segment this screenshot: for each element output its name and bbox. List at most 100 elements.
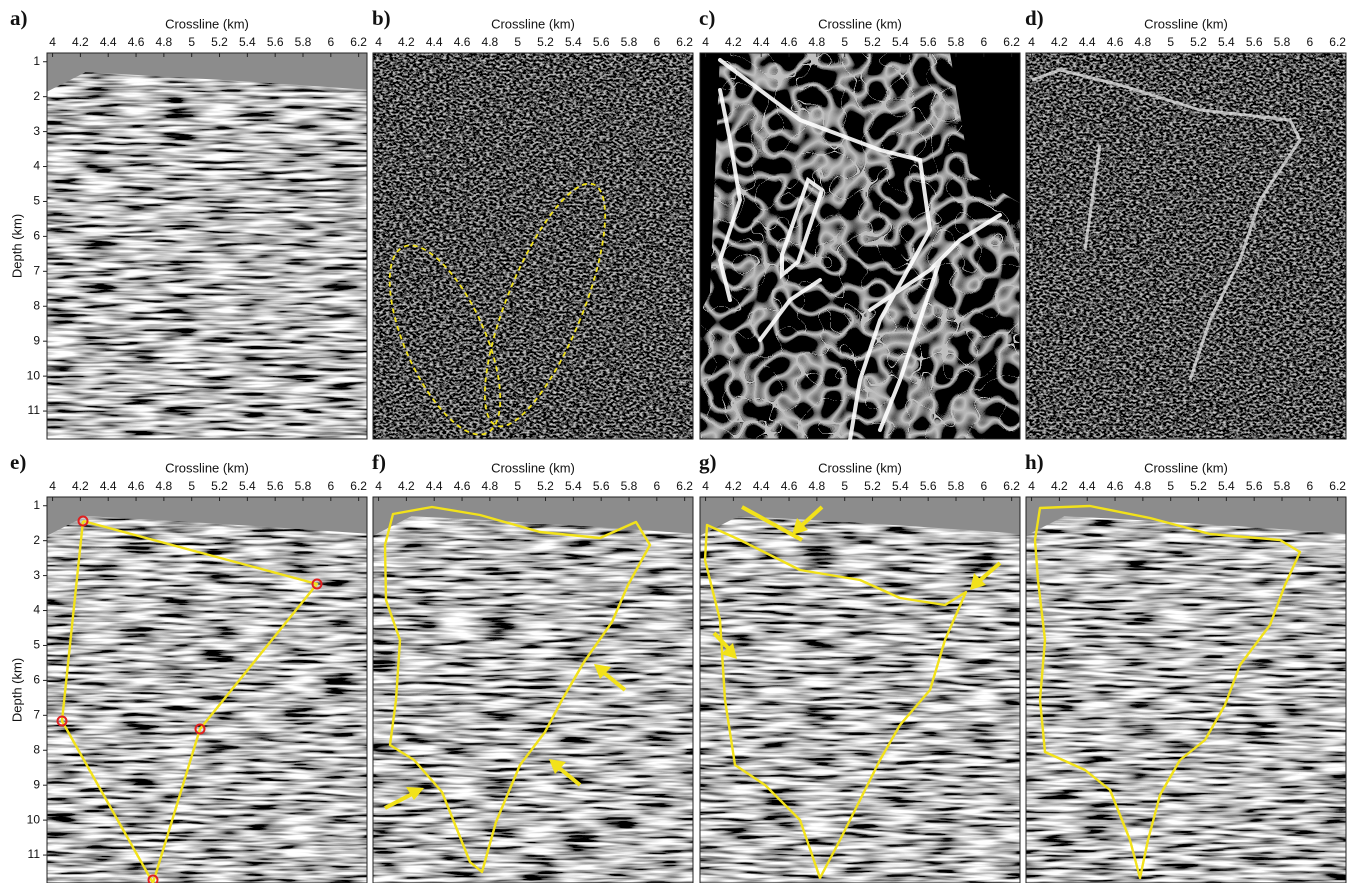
x-tick-label: 4.2 — [1051, 479, 1068, 493]
x-tick-label: 6.2 — [1003, 35, 1020, 49]
x-tick-label: 5.2 — [1190, 479, 1207, 493]
x-tick-label: 6 — [653, 479, 660, 493]
x-tick-label: 4.8 — [156, 35, 173, 49]
x-tick-label: 5 — [514, 479, 521, 493]
x-tick-label: 5.6 — [1246, 35, 1263, 49]
x-tick-label: 5.4 — [239, 35, 256, 49]
panel-label: b) — [372, 6, 391, 30]
x-tick-label: 4.8 — [1135, 479, 1152, 493]
x-tick-label: 4.4 — [100, 35, 117, 49]
x-tick-label: 5 — [1167, 35, 1174, 49]
x-tick-label: 5 — [841, 479, 848, 493]
x-tick-label: 5.2 — [211, 35, 228, 49]
y-tick-label: 1 — [33, 498, 40, 512]
x-tick-label: 6.2 — [1329, 35, 1346, 49]
x-tick-label: 4.8 — [156, 479, 173, 493]
x-tick-label: 5.8 — [948, 479, 965, 493]
panel — [47, 53, 367, 439]
y-tick-label: 11 — [28, 403, 41, 417]
y-tick-label: 9 — [33, 333, 40, 347]
x-tick-label: 5.8 — [948, 35, 965, 49]
x-tick-label: 5.6 — [593, 479, 610, 493]
x-tick-label: 4 — [1028, 479, 1035, 493]
x-tick-label: 5.4 — [239, 479, 256, 493]
panel-label: g) — [699, 450, 717, 474]
x-tick-label: 5 — [841, 35, 848, 49]
x-tick-label: 6 — [653, 35, 660, 49]
x-axis-title: Crossline (km) — [165, 460, 249, 475]
x-tick-label: 4.8 — [1135, 35, 1152, 49]
panel — [700, 497, 1020, 883]
x-tick-label: 5.4 — [1218, 35, 1235, 49]
y-tick-label: 6 — [33, 673, 40, 687]
x-axis-title: Crossline (km) — [1144, 16, 1228, 31]
y-tick-label: 9 — [33, 777, 40, 791]
x-axis-title: Crossline (km) — [165, 16, 249, 31]
x-tick-label: 4.6 — [781, 35, 798, 49]
x-tick-label: 4.6 — [1107, 479, 1124, 493]
x-tick-label: 4.6 — [454, 479, 471, 493]
x-tick-label: 6.2 — [676, 35, 693, 49]
x-tick-label: 4.2 — [72, 35, 89, 49]
x-tick-label: 5.8 — [621, 35, 638, 49]
x-tick-label: 4.4 — [426, 35, 443, 49]
x-tick-label: 4 — [702, 35, 709, 49]
x-axis-title: Crossline (km) — [818, 460, 902, 475]
x-tick-label: 5.4 — [565, 479, 582, 493]
x-tick-label: 6.2 — [350, 479, 367, 493]
x-tick-label: 5.2 — [864, 479, 881, 493]
panel-label: a) — [10, 6, 28, 30]
x-tick-label: 4.4 — [1079, 35, 1096, 49]
x-tick-label: 5.6 — [920, 479, 937, 493]
x-tick-label: 5.6 — [267, 479, 284, 493]
x-tick-label: 5.8 — [295, 35, 312, 49]
x-tick-label: 6 — [980, 479, 987, 493]
y-tick-label: 4 — [33, 159, 40, 173]
y-tick-label: 5 — [33, 194, 40, 208]
x-tick-label: 6 — [1306, 479, 1313, 493]
x-tick-label: 4.6 — [1107, 35, 1124, 49]
x-tick-label: 5.4 — [892, 479, 909, 493]
x-tick-label: 4 — [1028, 35, 1035, 49]
x-tick-label: 5.8 — [1274, 479, 1291, 493]
x-tick-label: 4.2 — [398, 35, 415, 49]
x-tick-label: 4.2 — [1051, 35, 1068, 49]
y-axis-title: Depth (km) — [9, 214, 24, 278]
x-tick-label: 5.2 — [864, 35, 881, 49]
x-tick-label: 6.2 — [676, 479, 693, 493]
x-tick-label: 4 — [49, 479, 56, 493]
y-tick-label: 7 — [33, 707, 40, 721]
y-tick-label: 3 — [33, 124, 40, 138]
x-tick-label: 5.2 — [1190, 35, 1207, 49]
panel-label: d) — [1025, 6, 1044, 30]
x-tick-label: 5.8 — [1274, 35, 1291, 49]
seismic-image — [1026, 53, 1346, 439]
y-tick-label: 10 — [27, 368, 41, 382]
x-tick-label: 4.4 — [1079, 479, 1096, 493]
x-tick-label: 4.6 — [128, 35, 145, 49]
x-tick-label: 5.6 — [1246, 479, 1263, 493]
x-tick-label: 4 — [375, 479, 382, 493]
x-axis-title: Crossline (km) — [1144, 460, 1228, 475]
x-tick-label: 6 — [327, 35, 334, 49]
panel-label: h) — [1025, 450, 1044, 474]
x-tick-label: 5 — [188, 35, 195, 49]
x-axis-title: Crossline (km) — [818, 16, 902, 31]
x-tick-label: 4.8 — [809, 35, 826, 49]
x-tick-label: 4.2 — [72, 479, 89, 493]
x-tick-label: 5.8 — [621, 479, 638, 493]
x-tick-label: 5 — [188, 479, 195, 493]
y-tick-label: 7 — [33, 263, 40, 277]
panel-label: e) — [10, 450, 26, 474]
x-tick-label: 4 — [702, 479, 709, 493]
x-tick-label: 4.4 — [753, 479, 770, 493]
x-tick-label: 4.8 — [482, 35, 499, 49]
seismic-image — [47, 53, 367, 439]
y-tick-label: 10 — [27, 812, 41, 826]
x-tick-label: 5.6 — [593, 35, 610, 49]
x-tick-label: 5.2 — [211, 479, 228, 493]
y-tick-label: 1 — [33, 54, 40, 68]
x-tick-label: 5.6 — [920, 35, 937, 49]
y-tick-label: 2 — [33, 533, 40, 547]
x-tick-label: 5.8 — [295, 479, 312, 493]
